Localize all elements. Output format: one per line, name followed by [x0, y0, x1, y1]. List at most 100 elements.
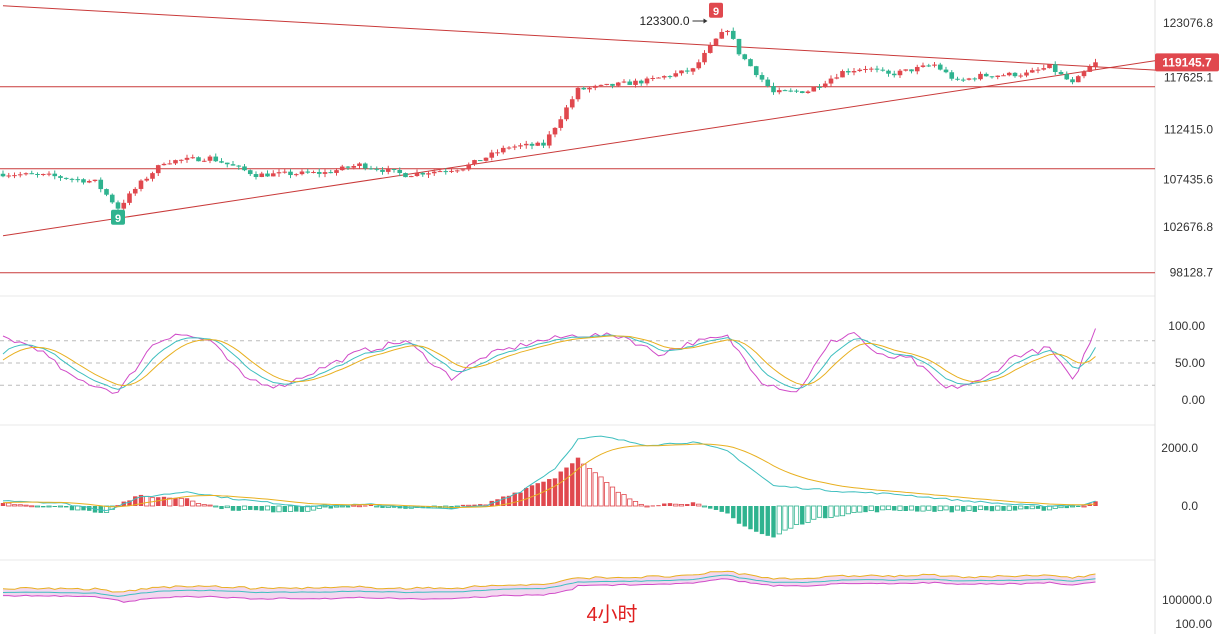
candle	[650, 75, 656, 82]
candle	[840, 69, 845, 78]
candle-body	[886, 70, 891, 74]
candle-body	[759, 75, 765, 80]
candle	[725, 29, 730, 36]
candle	[822, 80, 828, 89]
candle	[972, 77, 978, 82]
candle	[219, 158, 224, 164]
candle	[1075, 75, 1081, 83]
candle-body	[316, 171, 322, 174]
volume-panel: 100000.0 100.00	[2, 570, 1212, 631]
candle-body	[276, 172, 282, 174]
candle-body	[46, 173, 52, 175]
candle	[765, 77, 771, 88]
macd-histogram-bar	[621, 494, 627, 507]
candle-body	[1035, 69, 1041, 71]
macd-histogram-bar	[874, 506, 880, 513]
candle-body	[104, 189, 109, 195]
candle	[552, 127, 558, 138]
candle	[265, 170, 270, 177]
candle-body	[960, 79, 966, 81]
candle-body	[40, 173, 46, 175]
candle	[224, 162, 230, 168]
candle	[673, 70, 679, 78]
candle-body	[144, 178, 150, 181]
candle	[345, 165, 351, 171]
candle-body	[1047, 64, 1052, 69]
macd-histogram-bar	[995, 505, 1001, 511]
candle-body	[914, 66, 920, 72]
candle-body	[995, 75, 1001, 77]
macd-histogram-bar	[586, 468, 593, 507]
candle-body	[1024, 72, 1029, 76]
horizontal-levels	[0, 86, 1155, 274]
candle	[615, 81, 621, 87]
macd-histogram-bar	[98, 506, 103, 513]
candle	[311, 170, 316, 174]
trendline-upper	[2, 5, 1161, 71]
candle-body	[1018, 75, 1024, 77]
macd-histogram-bar	[667, 503, 673, 506]
macd-histogram-bar	[1081, 505, 1087, 508]
candle	[391, 168, 397, 173]
candle-body	[121, 202, 127, 209]
candle-body	[966, 78, 972, 80]
candle-body	[397, 169, 403, 174]
macd-histogram-bar	[1006, 505, 1012, 511]
candle	[322, 169, 328, 178]
macd-histogram-bar	[351, 504, 357, 507]
candle	[978, 71, 983, 81]
macd-histogram-bar	[926, 505, 932, 511]
candle-body	[1075, 76, 1081, 83]
candle-body	[644, 78, 650, 84]
macd-histogram-bar	[190, 500, 196, 507]
candle	[362, 162, 368, 171]
macd-histogram-bar	[701, 505, 708, 508]
candle	[679, 70, 684, 76]
candle-body	[132, 188, 138, 194]
candle	[690, 67, 696, 75]
candle	[0, 170, 6, 178]
price-tick-label: 112415.0	[1164, 123, 1213, 137]
candle-body	[483, 157, 489, 161]
candle	[190, 154, 196, 159]
candle-body	[949, 72, 955, 79]
candle	[805, 90, 811, 94]
candle-body	[817, 86, 822, 88]
macd-histogram-bar	[81, 506, 86, 511]
candle-body	[1058, 71, 1064, 75]
candle-body	[937, 64, 943, 70]
candle-body	[661, 76, 667, 78]
candle-body	[736, 38, 742, 55]
macd-histogram-bar	[984, 506, 989, 511]
candle	[713, 38, 719, 46]
candle-body	[311, 171, 316, 173]
macd-histogram-bar	[1069, 505, 1076, 508]
candle-body	[552, 127, 558, 135]
candle	[742, 53, 748, 61]
candle-body	[811, 86, 817, 92]
candle	[63, 177, 69, 180]
candle	[52, 170, 58, 180]
macd-histogram-bar	[345, 506, 351, 508]
macd-histogram-bar	[892, 506, 897, 511]
macd-histogram-bar	[1064, 506, 1069, 509]
candle	[184, 154, 190, 163]
macd-histogram-bar	[564, 467, 569, 506]
candle	[1087, 64, 1093, 73]
candle	[339, 164, 345, 171]
volume-tick-label: 100.00	[1175, 617, 1212, 631]
macd-histogram-bar	[1001, 506, 1006, 511]
macd-histogram-bar	[908, 505, 915, 511]
candle	[351, 164, 357, 170]
price-axis: 123076.8 117625.1 112415.0 107435.6 102676.8…	[1155, 16, 1219, 280]
macd-histogram-bar	[725, 506, 730, 514]
candle-body	[719, 32, 725, 39]
macd-histogram-bar	[954, 505, 961, 511]
macd-histogram-bar	[253, 506, 259, 511]
candle	[834, 73, 840, 80]
macd-histogram-bar	[788, 505, 794, 529]
candle-body	[6, 175, 12, 177]
macd-histogram-bar	[138, 494, 144, 506]
candle-body	[236, 165, 242, 167]
